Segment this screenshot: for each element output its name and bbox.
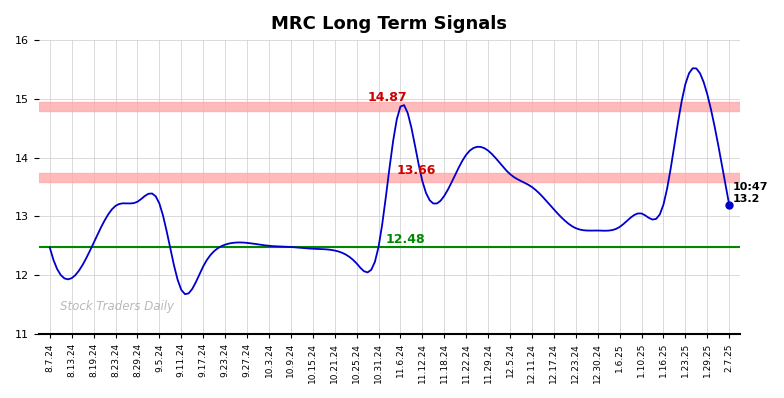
Title: MRC Long Term Signals: MRC Long Term Signals — [271, 15, 507, 33]
Text: 10:47
13.2: 10:47 13.2 — [732, 182, 768, 204]
Bar — [39, 102, 740, 111]
Text: 12.48: 12.48 — [385, 234, 425, 246]
Text: Stock Traders Daily: Stock Traders Daily — [60, 300, 174, 314]
Bar — [39, 173, 740, 182]
Text: 14.87: 14.87 — [368, 91, 407, 103]
Text: 13.66: 13.66 — [396, 164, 435, 177]
